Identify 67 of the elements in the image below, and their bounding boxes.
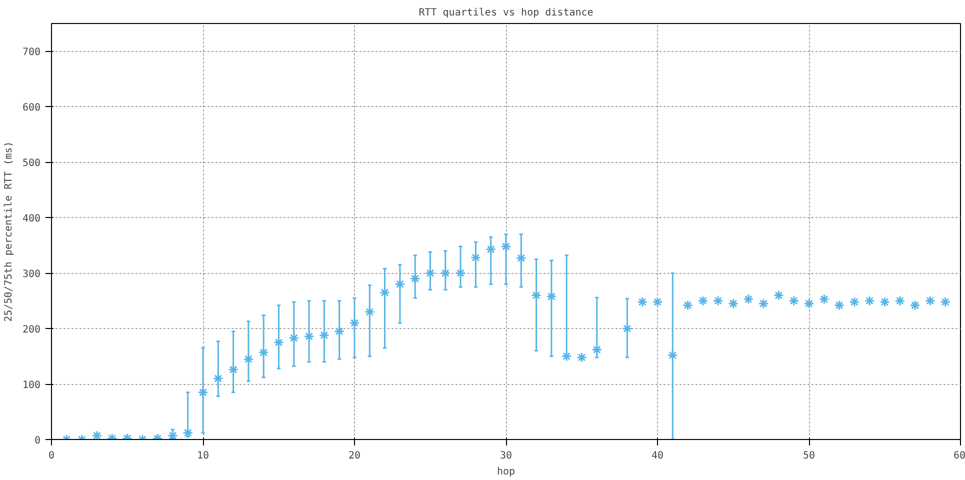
point [773,290,784,301]
point [712,296,724,306]
point [698,296,708,306]
point [682,300,694,311]
point [818,294,830,304]
y-tick-label: 100 [22,380,40,392]
chart-title: RTT quartiles vs hop distance [418,8,594,18]
x-tick-label: 40 [651,450,664,462]
point [274,337,284,348]
point [924,296,936,306]
point [728,298,738,309]
point [894,296,906,306]
y-tick-label: 0 [34,436,41,446]
point [212,373,224,384]
y-tick-label: 200 [22,324,40,336]
point [470,252,481,263]
point [425,268,436,278]
x-tick-label: 60 [953,450,965,462]
point [576,352,587,363]
point [92,430,102,440]
x-tick-label: 0 [48,450,55,462]
point [486,244,496,254]
point [743,294,754,304]
y-tick-label: 400 [22,214,40,225]
point [243,354,254,364]
point [531,290,542,301]
point [380,287,390,298]
x-tick-label: 20 [348,450,361,462]
x-tick-label: 10 [196,450,210,462]
point [198,387,208,398]
point [334,326,345,337]
point [667,350,678,360]
point [910,300,920,311]
point [288,332,300,344]
point [788,296,800,306]
point [318,330,330,340]
point [804,298,814,309]
point [880,296,890,308]
point [652,296,663,308]
point [637,296,648,308]
point [258,347,269,358]
point [304,331,314,342]
point [849,296,860,308]
y-tick-label: 600 [22,102,40,114]
point [546,291,557,302]
point [940,296,951,308]
point [349,318,360,328]
point [622,323,632,334]
point [455,268,466,278]
point [561,351,572,362]
point [410,273,420,284]
x-tick-label: 50 [802,450,816,462]
y-axis-title: 25/50/75th percentile RTT (ms) [3,141,14,322]
x-axis-title: hop [496,466,516,478]
point [394,278,406,290]
point [364,306,375,318]
point [834,300,845,311]
point [516,252,526,264]
x-tick-label: 30 [500,450,512,462]
point [758,298,769,309]
point [228,364,239,375]
y-tick-label: 300 [22,269,40,280]
y-tick-label: 700 [22,47,40,58]
point [440,268,451,278]
y-tick-label: 500 [22,158,40,170]
point [864,296,875,306]
point [500,241,512,252]
